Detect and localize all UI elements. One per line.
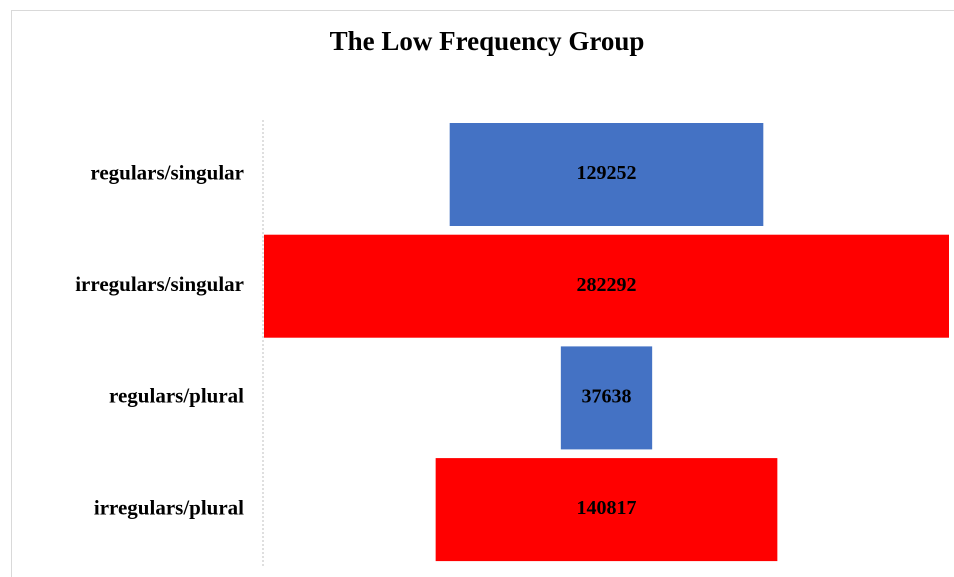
data-label: 129252 (577, 162, 637, 184)
category-label: irregulars/plural (94, 495, 244, 519)
data-label: 282292 (577, 274, 637, 296)
chart-title: The Low Frequency Group (330, 26, 645, 56)
chart-border (11, 10, 954, 577)
funnel-bar (560, 346, 653, 450)
funnel-bar (264, 234, 949, 338)
category-label: regulars/singular (90, 160, 244, 184)
data-label: 140817 (577, 497, 637, 519)
category-label: irregulars/singular (75, 272, 244, 296)
funnel-bar (449, 123, 764, 226)
category-label: regulars/plural (109, 384, 244, 408)
data-label: 37638 (582, 385, 632, 407)
funnel-bar (435, 458, 778, 562)
